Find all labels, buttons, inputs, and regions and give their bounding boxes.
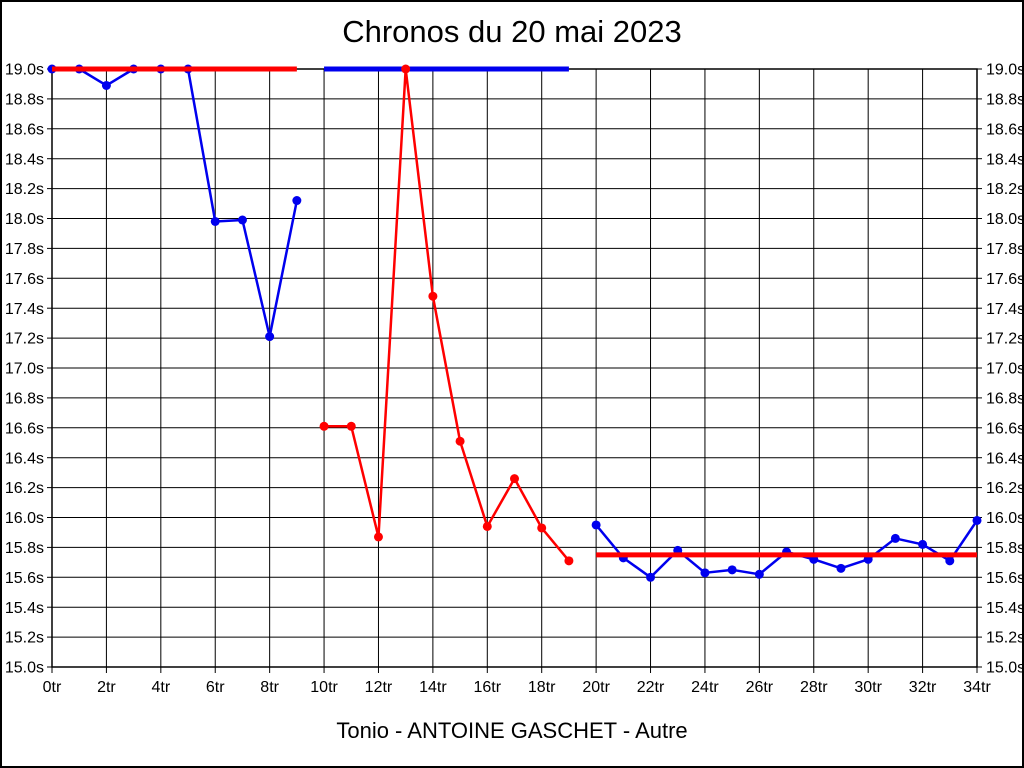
x-axis-label: 16tr (474, 679, 502, 696)
run-1-blue-line (52, 67, 299, 338)
y-axis-label-left: 19.0s (5, 62, 44, 79)
x-axis-label: 32tr (909, 679, 937, 696)
y-axis-label-left: 17.0s (5, 361, 44, 378)
y-axis-label-right: 18.8s (986, 92, 1024, 109)
x-axis-label: 26tr (746, 679, 774, 696)
y-axis-label-left: 17.2s (5, 331, 44, 348)
run-2-red-point (401, 64, 411, 74)
chart-footer: Tonio - ANTOINE GASCHET - Autre (336, 718, 688, 743)
x-axis-label: 8tr (260, 679, 279, 696)
y-axis-label-left: 17.6s (5, 271, 44, 288)
y-axis-label-right: 18.6s (986, 121, 1024, 138)
y-axis-label-right: 17.4s (986, 301, 1024, 318)
run-2-red-point (537, 523, 547, 533)
run-2-red-point (564, 556, 574, 566)
x-axis-label: 22tr (637, 679, 665, 696)
y-axis-label-left: 17.4s (5, 301, 44, 318)
x-axis-label: 14tr (419, 679, 447, 696)
y-axis-label-left: 16.2s (5, 480, 44, 497)
y-axis-label-right: 16.6s (986, 420, 1024, 437)
run-1-blue-point (265, 332, 275, 342)
y-axis-label-right: 15.2s (986, 630, 1024, 647)
y-axis-label-left: 16.6s (5, 420, 44, 437)
y-axis-label-right: 17.2s (986, 331, 1024, 348)
run-2-red-point (455, 436, 465, 446)
y-axis-label-right: 15.4s (986, 600, 1024, 617)
x-axis-label: 4tr (151, 679, 170, 696)
run-3-blue-point (727, 565, 737, 575)
y-axis-label-left: 18.8s (5, 92, 44, 109)
y-axis-label-right: 16.0s (986, 510, 1024, 527)
run-3-blue-point (700, 568, 710, 578)
x-axis-label: 0tr (43, 679, 62, 696)
y-axis-label-right: 17.8s (986, 241, 1024, 258)
y-axis-label-left: 18.4s (5, 151, 44, 168)
y-axis-label-left: 16.0s (5, 510, 44, 527)
run-3-blue-point (646, 572, 656, 582)
run-2-red-line (324, 67, 570, 562)
run-2-red-point (346, 421, 356, 431)
y-axis-label-right: 15.6s (986, 570, 1024, 587)
x-axis-label: 6tr (206, 679, 225, 696)
y-axis-label-left: 15.4s (5, 600, 44, 617)
x-axis-label: 34tr (963, 679, 991, 696)
y-axis-label-right: 15.0s (986, 660, 1024, 677)
y-axis-label-right: 18.0s (986, 211, 1024, 228)
y-axis-label-right: 17.0s (986, 361, 1024, 378)
chart-title: Chronos du 20 mai 2023 (342, 14, 682, 49)
y-axis-label-left: 15.0s (5, 660, 44, 677)
run-2-red-point (319, 421, 329, 431)
run-3-blue-point (754, 569, 764, 579)
y-axis-label-right: 17.6s (986, 271, 1024, 288)
x-axis-label: 10tr (310, 679, 338, 696)
y-axis-label-right: 16.8s (986, 391, 1024, 408)
run-3-blue-point (890, 533, 900, 543)
y-axis-label-right: 18.2s (986, 181, 1024, 198)
y-axis-label-left: 15.2s (5, 630, 44, 647)
y-axis-label-left: 16.4s (5, 450, 44, 467)
run-2-red-point (482, 521, 492, 531)
run-2-red-point (428, 291, 438, 301)
x-axis-label: 2tr (97, 679, 116, 696)
run-2-red-point (510, 474, 519, 484)
run-1-blue-point (210, 216, 220, 226)
run-2-red-point (373, 532, 383, 542)
y-axis-label-right: 16.4s (986, 450, 1024, 467)
y-axis-label-right: 15.8s (986, 540, 1024, 557)
y-axis-label-right: 19.0s (986, 62, 1024, 79)
y-axis-label-right: 16.2s (986, 480, 1024, 497)
x-axis-label: 28tr (800, 679, 828, 696)
x-axis-label: 20tr (582, 679, 610, 696)
y-axis-label-left: 18.0s (5, 211, 44, 228)
x-axis-label: 18tr (528, 679, 556, 696)
run-3-blue-point (591, 520, 601, 530)
run-3-blue-point (972, 515, 982, 525)
run-1-blue-point (292, 196, 302, 206)
run-1-blue-point (237, 215, 247, 225)
run-1-blue-point (101, 80, 111, 90)
x-axis-label: 24tr (691, 679, 719, 696)
run-3-blue-point (836, 563, 846, 573)
x-axis-label: 30tr (854, 679, 882, 696)
run-3-blue-point (918, 539, 928, 549)
y-axis-label-left: 17.8s (5, 241, 44, 258)
run-3-blue-point (945, 556, 955, 566)
y-axis-label-left: 15.6s (5, 570, 44, 587)
x-axis-label: 12tr (365, 679, 393, 696)
y-axis-label-left: 15.8s (5, 540, 44, 557)
y-axis-label-right: 18.4s (986, 151, 1024, 168)
y-axis-label-left: 18.2s (5, 181, 44, 198)
y-axis-label-left: 18.6s (5, 121, 44, 138)
y-axis-label-left: 16.8s (5, 391, 44, 408)
